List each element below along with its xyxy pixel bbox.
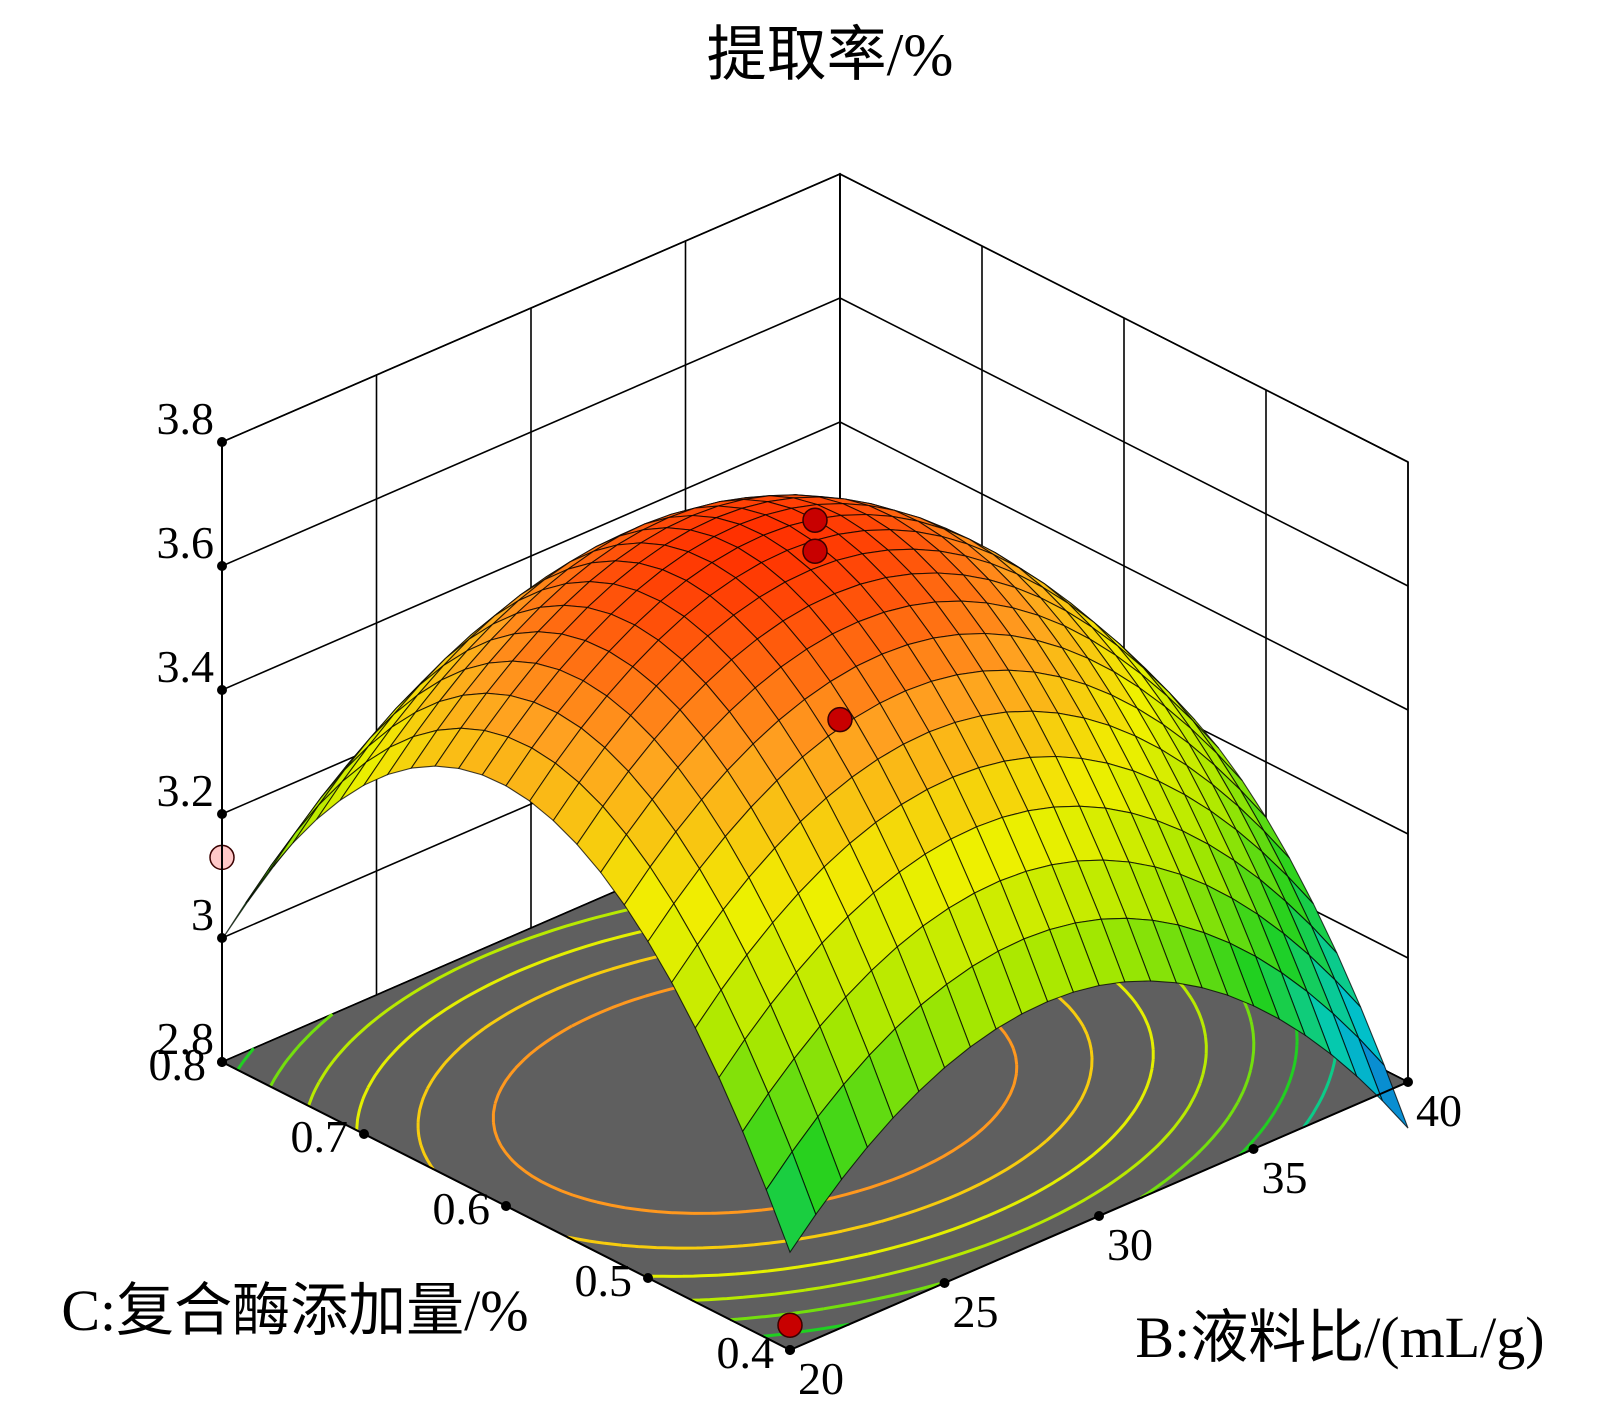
design-points	[209, 507, 853, 1338]
z-tick-label: 3	[191, 889, 214, 940]
x-tick	[1403, 1077, 1413, 1087]
y-tick-label: 0.4	[717, 1327, 775, 1378]
x-axis-label: B:液料比/(mL/g)	[1135, 1305, 1544, 1370]
z-tick	[217, 561, 227, 571]
chart-title: 提取率/%	[707, 22, 954, 88]
surface-cell	[765, 1150, 817, 1254]
z-tick	[217, 809, 227, 819]
x-tick-label: 25	[953, 1286, 999, 1337]
design-point	[827, 706, 853, 733]
y-tick	[217, 1057, 227, 1067]
z-tick-label: 3.6	[157, 517, 215, 568]
x-tick-label: 40	[1416, 1085, 1462, 1136]
x-tick	[1248, 1144, 1259, 1154]
x-tick	[1094, 1211, 1104, 1221]
y-tick	[501, 1201, 511, 1211]
z-tick-label: 3.2	[157, 765, 215, 816]
design-point	[777, 1312, 803, 1338]
y-tick-label: 0.6	[433, 1183, 491, 1234]
x-tick	[785, 1345, 795, 1355]
y-tick	[643, 1273, 653, 1283]
x-tick-label: 30	[1107, 1219, 1153, 1270]
y-tick-label: 0.5	[575, 1255, 633, 1306]
z-tick-label: 3.4	[157, 641, 215, 692]
x-tick-label: 35	[1262, 1152, 1308, 1203]
y-tick	[359, 1129, 369, 1139]
design-point	[802, 507, 828, 533]
x-tick	[939, 1278, 950, 1288]
y-tick-label: 0.7	[291, 1111, 349, 1162]
z-tick-label: 2.8	[157, 1013, 215, 1064]
axes: 2.8 3 3.2 3.4 3.6 3.8 0.4 0.5 0.6 0.7 0.8 20 25 30 35 4…	[149, 393, 1463, 1402]
y-tick-label: 0.8	[149, 1039, 207, 1090]
design-point	[802, 538, 828, 564]
z-tick	[217, 933, 227, 943]
z-tick	[217, 437, 227, 447]
z-tick-label: 3.8	[157, 393, 215, 444]
x-tick-label: 20	[798, 1353, 844, 1402]
response-surface	[221, 494, 1409, 1254]
y-axis-label: C:复合酶添加量/%	[61, 1278, 528, 1343]
z-tick	[217, 685, 227, 695]
